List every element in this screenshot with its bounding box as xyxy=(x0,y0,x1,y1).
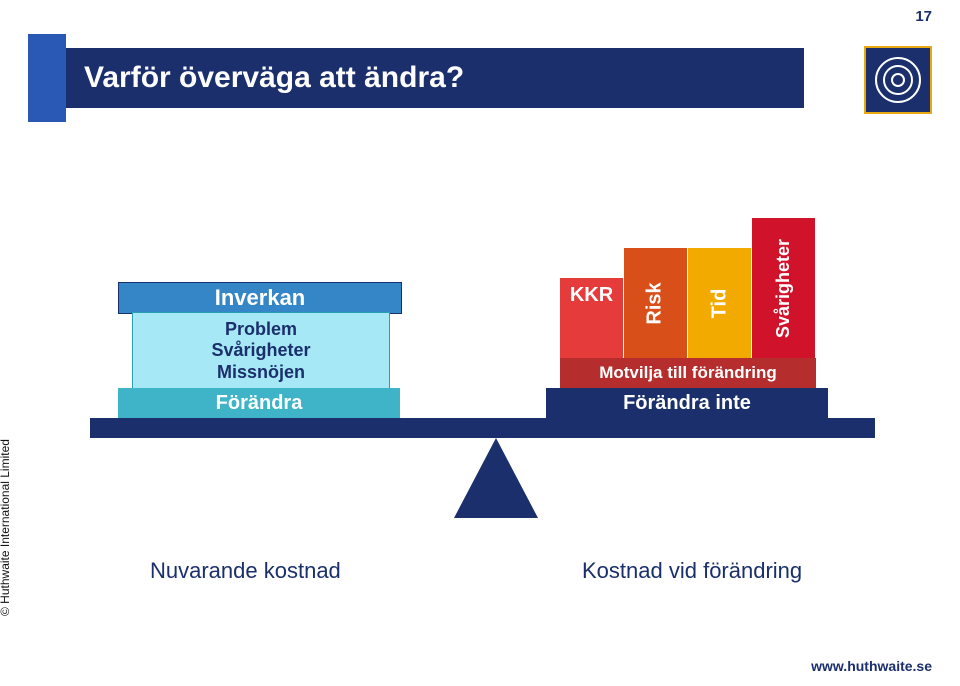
right-block: Motvilja till förändring xyxy=(560,358,816,388)
col-svar: Svårigheter xyxy=(752,218,815,358)
left-block-line2: Svårigheter xyxy=(211,340,310,360)
target-icon xyxy=(864,46,932,114)
col-risk: Risk xyxy=(624,248,687,358)
title-accent-bar xyxy=(28,34,66,122)
left-block-line1: Problem xyxy=(225,319,297,339)
svar-label: Svårigheter xyxy=(773,238,794,337)
left-block-line3: Missnöjen xyxy=(217,362,305,382)
right-base-label: Förändra inte xyxy=(546,388,828,418)
slide: 17 Varför överväga att ändra? Inverkan P… xyxy=(0,0,960,686)
slide-title: Varför överväga att ändra? xyxy=(84,61,464,95)
left-block: Problem Svårigheter Missnöjen xyxy=(132,312,390,390)
left-base-label: Förändra xyxy=(118,388,400,418)
footer-url: www.huthwaite.se xyxy=(811,658,932,674)
copyright-text: © Huthwaite International Limited xyxy=(0,439,12,616)
title-bar: Varför överväga att ändra? xyxy=(66,48,804,108)
page-number: 17 xyxy=(915,8,932,25)
left-top-label: Inverkan xyxy=(118,282,402,314)
caption-left: Nuvarande kostnad xyxy=(150,558,341,584)
balance-fulcrum xyxy=(454,438,538,518)
balance-beam xyxy=(90,418,875,438)
tid-label: Tid xyxy=(708,288,731,318)
col-kkr: KKR xyxy=(560,278,623,364)
col-tid: Tid xyxy=(688,248,751,358)
caption-right: Kostnad vid förändring xyxy=(582,558,802,584)
kkr-label: KKR xyxy=(570,284,613,307)
risk-label: Risk xyxy=(644,282,667,324)
